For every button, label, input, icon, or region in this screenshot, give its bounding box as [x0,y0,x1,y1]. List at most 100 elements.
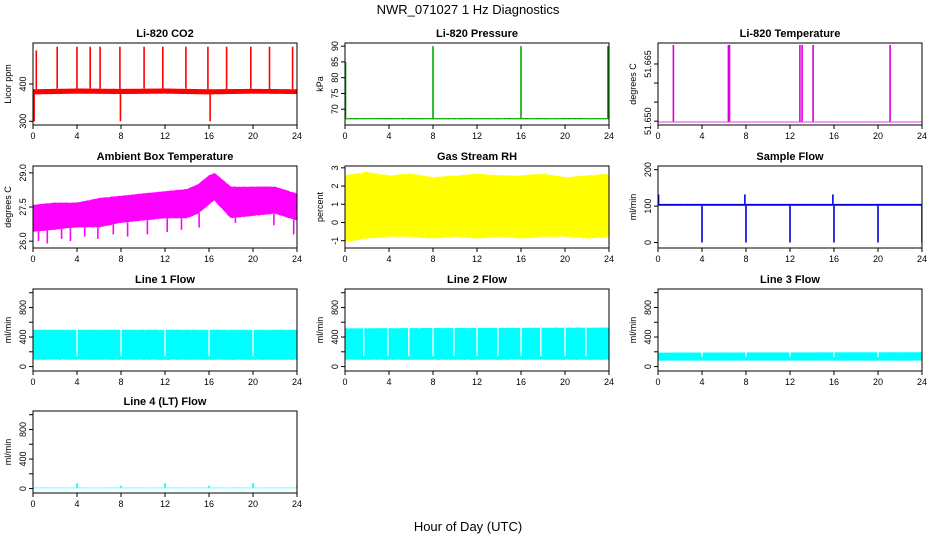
x-tick-label: 8 [430,254,435,264]
panel: Li-820 CO2 Licor ppm 0 4 8 12 16 20 24 300 400 [3,28,302,141]
y-tick-label: 400 [18,452,28,467]
x-tick-label: 8 [743,377,748,387]
y-axis-label: Licor ppm [3,64,13,104]
y-tick-label: 400 [18,330,28,345]
x-tick-label: 4 [386,254,391,264]
x-tick-label: 24 [917,254,927,264]
y-tick-label: 26.0 [18,232,28,250]
panel-title: Line 1 Flow [135,274,195,286]
x-tick-label: 8 [430,377,435,387]
panel: Line 4 (LT) Flow ml/min 0 4 8 12 16 20 24 0 400 800 [3,396,302,509]
x-tick-label: 8 [118,131,123,141]
x-tick-label: 12 [472,131,482,141]
x-tick-label: 24 [292,377,302,387]
y-tick-label: 2 [330,184,340,189]
panel-title: Li-820 Temperature [740,28,841,40]
data-layer [345,171,609,243]
panel: Li-820 Temperature degrees C 0 4 8 12 16 20 24 51… [628,28,927,141]
panel-title: Ambient Box Temperature [97,151,234,163]
x-tick-label: 20 [248,131,258,141]
x-tick-label: 20 [560,377,570,387]
y-tick-label: 51.650 [643,107,653,135]
x-tick-label: 0 [30,131,35,141]
panel: Li-820 Pressure kPa 0 4 8 12 16 20 24 70 75 80 85 90 [315,28,614,141]
x-tick-label: 16 [516,131,526,141]
x-tick-label: 0 [342,254,347,264]
series-band [33,487,297,489]
data-layer [345,46,609,120]
x-tick-label: 24 [604,131,614,141]
plot-frame [657,42,923,126]
y-tick-label: 100 [643,199,653,214]
x-tick-label: 16 [204,254,214,264]
series-band [33,88,297,95]
y-tick-label: 85 [330,57,340,67]
x-tick-label: 8 [118,377,123,387]
x-tick-label: 4 [699,377,704,387]
panel-title: Li-820 CO2 [136,28,193,40]
x-tick-label: 0 [655,131,660,141]
y-tick-label: 800 [18,300,28,315]
y-axis-label: ml/min [628,194,638,221]
x-tick-label: 12 [160,254,170,264]
y-axis-label: ml/min [315,317,325,344]
y-tick-label: 300 [18,114,28,129]
x-tick-label: 16 [204,499,214,509]
x-tick-label: 24 [292,254,302,264]
panel-title: Li-820 Pressure [436,28,518,40]
plot-frame [344,42,610,126]
y-axis-label: degrees C [628,63,638,105]
x-tick-label: 12 [472,377,482,387]
x-tick-label: 20 [873,377,883,387]
x-tick-label: 16 [829,131,839,141]
y-tick-label: 27.5 [18,198,28,216]
data-layer [33,46,297,122]
x-tick-label: 20 [248,377,258,387]
x-tick-label: 4 [74,499,79,509]
x-tick-label: 24 [292,499,302,509]
figure-xlabel: Hour of Day (UTC) [414,519,522,534]
x-tick-label: 12 [785,131,795,141]
y-tick-label: 0 [643,240,653,245]
data-layer [658,194,922,243]
panel-title: Line 2 Flow [447,274,507,286]
x-tick-label: 0 [342,131,347,141]
panel-title: Sample Flow [756,151,824,163]
plot-frame [32,42,298,126]
x-tick-label: 4 [699,131,704,141]
x-tick-label: 4 [386,377,391,387]
x-tick-label: 24 [292,131,302,141]
x-tick-label: 4 [74,131,79,141]
y-tick-label: 400 [330,330,340,345]
panel: Line 3 Flow ml/min 0 4 8 12 16 20 24 0 400 800 [628,274,927,387]
x-tick-label: 12 [785,377,795,387]
x-tick-label: 0 [30,499,35,509]
y-tick-label: 800 [18,422,28,437]
y-tick-label: 70 [330,104,340,114]
y-tick-label: 800 [643,300,653,315]
data-layer [33,173,297,244]
y-tick-label: 75 [330,88,340,98]
x-tick-label: 16 [516,254,526,264]
series-band [33,173,297,232]
y-tick-label: 29.0 [18,164,28,182]
x-tick-label: 24 [604,254,614,264]
panel: Sample Flow ml/min 0 4 8 12 16 20 24 0 100 200 [628,151,927,264]
y-tick-label: 0 [18,486,28,491]
x-tick-label: 4 [74,377,79,387]
y-tick-label: 0 [18,364,28,369]
y-tick-label: 200 [643,162,653,177]
x-tick-label: 8 [430,131,435,141]
x-tick-label: 16 [829,377,839,387]
y-axis-label: percent [315,191,325,222]
data-layer [33,483,297,489]
x-tick-label: 20 [873,131,883,141]
x-tick-label: 0 [30,254,35,264]
x-tick-label: 12 [785,254,795,264]
data-layer [658,44,922,123]
y-tick-label: -1 [330,237,340,245]
series-band [345,171,609,243]
